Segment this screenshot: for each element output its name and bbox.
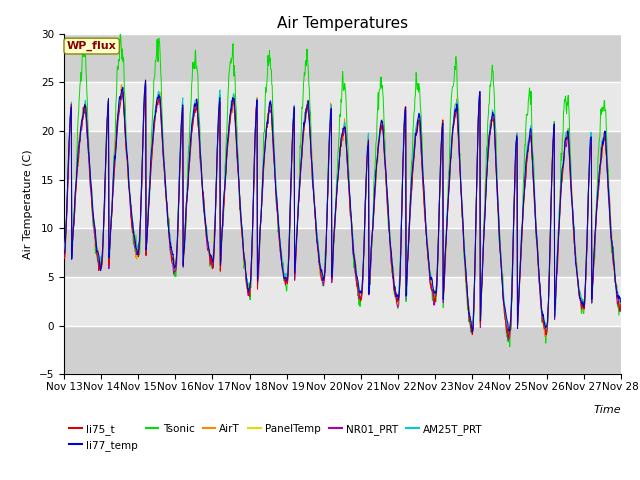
Text: Time: Time xyxy=(593,405,621,415)
Bar xyxy=(64,326,621,374)
Bar xyxy=(64,131,621,180)
Y-axis label: Air Temperature (C): Air Temperature (C) xyxy=(23,149,33,259)
Title: Air Temperatures: Air Temperatures xyxy=(277,16,408,31)
Text: WP_flux: WP_flux xyxy=(67,41,116,51)
Bar xyxy=(64,82,621,131)
Bar xyxy=(64,180,621,228)
Legend: li75_t, li77_temp, Tsonic, AirT, PanelTemp, NR01_PRT, AM25T_PRT: li75_t, li77_temp, Tsonic, AirT, PanelTe… xyxy=(69,424,483,451)
Bar xyxy=(64,228,621,277)
Bar xyxy=(64,277,621,326)
Bar xyxy=(64,34,621,82)
